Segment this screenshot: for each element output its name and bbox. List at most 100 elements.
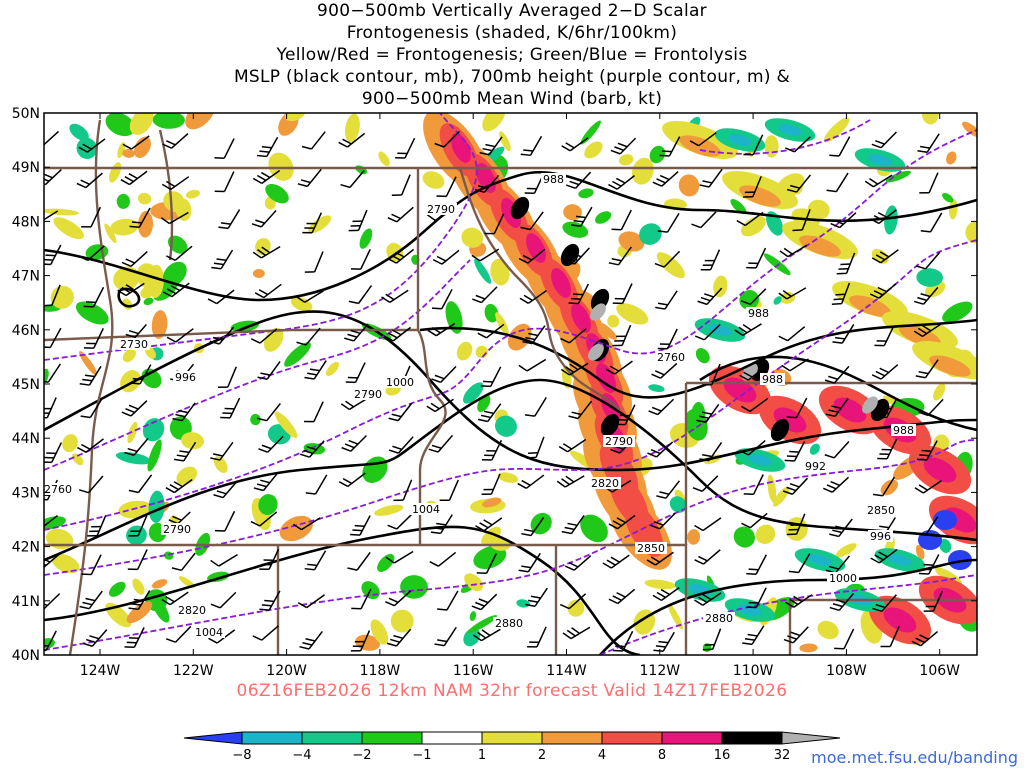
wind-barbs [44,130,944,653]
shading-blob [104,223,117,244]
wind-barb [689,131,717,147]
shading-blob [456,341,473,361]
shading-blob [445,301,463,334]
shading-blob [79,351,98,376]
wind-barb [471,593,498,611]
credit-link[interactable]: moe.met.fsu.edu/banding [811,748,1018,767]
shading-blob [933,510,957,530]
shading-blob [773,296,782,305]
wind-barb [305,474,328,495]
wind-barb [779,244,808,258]
wind-barb [914,480,942,494]
colorbar-high-arrow [781,731,841,745]
colorbar-label: −2 [352,748,371,763]
lat-label: 42N [12,540,40,556]
wind-barb [213,480,238,499]
shading-blob [778,124,802,136]
shading-blob [835,543,857,558]
wind-barb [250,328,278,344]
shading-blob [567,599,585,617]
lat-label: 41N [12,594,40,610]
wind-barb [746,247,767,269]
shading-blob [883,607,917,633]
wind-barb [207,289,235,305]
lon-label: 108W [826,663,867,679]
mslp-label: 988 [748,307,769,320]
height-label-box [703,612,735,624]
shading-blob [185,189,201,199]
shading-blob [942,301,973,323]
shading-blob [129,113,154,135]
wind-barb [778,326,806,342]
shading-blob [151,310,168,339]
shading-blob [469,611,477,622]
shading-blob [888,554,912,566]
shading-blob [588,343,604,361]
wind-barb [296,327,321,346]
shading-blob [482,497,502,508]
shading-blob [400,575,428,599]
wind-barb [81,554,102,576]
contour-labels: 988 996 1000 1004 992 996 1000 1004 988 988 988 273… [44,173,916,639]
title-line-3: Yellow/Red = Frontogenesis; Green/Blue =… [276,45,748,65]
wind-barb [518,552,541,573]
shading-blob [72,453,84,466]
colorbar-low-arrow [183,731,243,745]
wind-barb [77,438,104,453]
lon-label: 116W [453,663,494,679]
wind-barb [385,590,412,607]
shading-blob [474,258,492,284]
shading-blob [571,303,591,333]
shading-blob [551,268,571,298]
shading-blob [495,415,517,437]
wind-barb [304,360,327,380]
wind-barb [915,251,941,270]
wind-barb [304,401,324,423]
wind-barb [299,440,325,458]
wind-barb [788,553,811,574]
shading-blob [464,573,484,591]
mslp-label: 1000 [829,572,857,585]
colorbar-segment [601,731,663,745]
wind-barb [647,441,674,458]
wind-barb [650,512,676,530]
shading-blob [178,576,195,589]
wind-barb [877,438,898,460]
shading-blob [510,196,530,220]
shading-blob [482,113,506,132]
shading-blob [584,141,603,159]
colorbar-label: 1 [478,748,486,763]
shading-blob [580,514,608,543]
wind-barb [218,209,241,230]
mslp-isobar [419,318,977,399]
shading-blob [137,211,154,238]
wind-barb [471,248,500,262]
wind-barb [742,625,765,646]
wind-barb [302,212,323,234]
wind-barb [825,397,849,417]
shading-blob [484,303,499,323]
wind-barb [654,250,681,268]
shading-blob [526,233,546,263]
wind-barb [652,171,679,187]
shading-blob [946,151,957,165]
wind-barb [746,587,767,609]
shading-blob [325,361,340,376]
mslp-isobar [44,525,641,655]
shading-blob [148,490,165,523]
shading-blob [708,324,732,336]
shading-blob [849,295,891,317]
wind-barb [869,283,897,299]
mslp-label-box [384,376,416,388]
wind-barb [915,516,939,536]
wind-barb [83,327,104,349]
shading-blob [748,454,772,466]
wind-barb [44,327,62,349]
shading-blob [359,228,373,249]
wind-barb [44,442,63,464]
wind-barb [161,591,189,606]
shading-blob [656,252,685,279]
wind-barb [615,404,636,426]
lon-label: 122W [173,663,214,679]
shading-blob [862,396,878,414]
